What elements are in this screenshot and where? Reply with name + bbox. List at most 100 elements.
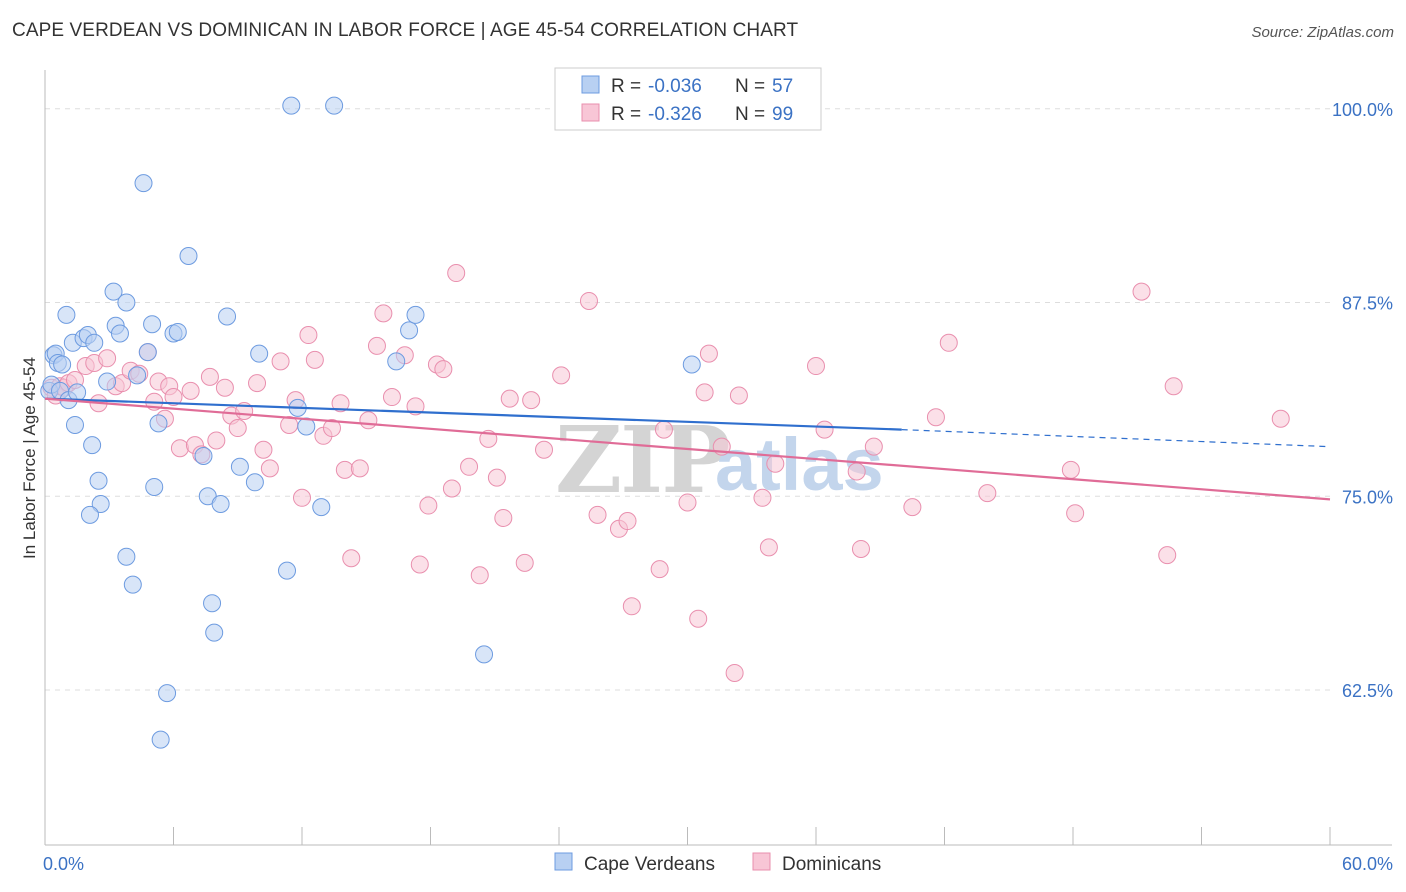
cape-verdean-point <box>98 372 117 391</box>
cape-verdean-point <box>149 414 168 433</box>
cape-verdean-point <box>83 436 102 455</box>
dominican-point <box>410 555 429 574</box>
dominican-point <box>460 457 479 476</box>
cape-verdean-point <box>218 307 237 326</box>
stats-legend-r-label: R = <box>611 104 641 125</box>
cape-verdean-point <box>65 415 84 434</box>
dominican-point <box>228 419 247 438</box>
dominican-point <box>654 420 673 439</box>
dominicans-trend-line <box>44 397 1331 501</box>
cape-verdean-point <box>91 495 110 513</box>
dominican-point <box>335 460 354 479</box>
cape-verdean-point <box>682 355 701 374</box>
cape-verdean-point <box>387 352 406 371</box>
cape-verdean-point <box>312 498 331 517</box>
dominican-point <box>847 462 866 481</box>
dominican-point <box>588 505 607 524</box>
dominican-point <box>305 350 324 369</box>
cape-verdean-point <box>138 343 157 362</box>
dominican-point <box>815 420 834 439</box>
dominican-point <box>1271 409 1290 428</box>
dominican-point <box>374 304 393 323</box>
cape-verdean-point <box>89 471 108 490</box>
dominican-point <box>1132 282 1151 301</box>
cape-verdean-point <box>134 174 153 193</box>
dominican-point <box>293 488 311 507</box>
dominican-point <box>248 374 267 393</box>
trend-lines <box>44 397 1331 501</box>
cape-verdean-point <box>85 333 104 352</box>
dominican-point <box>494 508 513 527</box>
cape-verdeans-trend-extension <box>901 429 1331 448</box>
dominican-point <box>181 381 200 400</box>
cape-verdean-point <box>57 305 76 324</box>
dominican-point <box>442 479 461 498</box>
dominican-point <box>207 431 226 450</box>
cape-verdean-point <box>205 623 224 642</box>
dominican-point <box>164 388 183 407</box>
dominican-point <box>434 360 453 379</box>
legend-label-dominicans: Dominicans <box>782 854 881 875</box>
cape-verdean-point <box>117 547 136 566</box>
source-credit: Source: ZipAtlas.com <box>1251 24 1394 41</box>
dominican-point <box>215 378 234 397</box>
stats-legend-n-label: N = <box>735 76 765 97</box>
dominican-point <box>766 454 785 473</box>
y-tick-label: 62.5% <box>1342 681 1393 701</box>
dominican-point <box>350 459 369 478</box>
cape-verdean-point <box>117 293 136 312</box>
axes <box>44 70 1392 846</box>
dominican-point <box>650 560 669 579</box>
dominican-point <box>331 394 350 413</box>
cape-verdean-point <box>278 561 297 580</box>
chart-title: CAPE VERDEAN VS DOMINICAN IN LABOR FORCE… <box>12 20 799 41</box>
y-tick-label: 87.5% <box>1342 294 1393 314</box>
y-tick-label: 75.0% <box>1342 487 1393 507</box>
legend-swatch-cape-verdeans <box>554 852 573 871</box>
cape-verdean-point <box>230 457 249 476</box>
dominican-point <box>447 264 466 283</box>
dominican-point <box>359 411 378 430</box>
dominican-point <box>322 419 341 438</box>
y-tick-label: 100.0% <box>1332 100 1393 120</box>
dominican-point <box>926 408 945 427</box>
dominican-point <box>515 553 534 572</box>
cape-verdean-point <box>128 366 147 385</box>
cape-verdean-point <box>203 594 222 613</box>
cape-verdean-point <box>143 315 162 334</box>
dominican-point <box>851 539 870 558</box>
legend-label-cape-verdeans: Cape Verdeans <box>584 854 715 875</box>
dominican-point <box>419 496 438 515</box>
stats-legend: R = -0.036 N = 57 R = -0.326 N = 99 <box>554 67 822 131</box>
stats-legend-swatch-pink <box>581 103 600 122</box>
stats-legend-n-value: 57 <box>772 76 793 97</box>
cape-verdean-point <box>400 321 419 340</box>
grid-lines <box>45 108 1330 691</box>
dominican-point <box>864 437 883 456</box>
dominican-point <box>271 352 290 371</box>
dominican-point <box>978 484 997 503</box>
watermark-zip: ZIP <box>555 406 728 514</box>
cape-verdean-point <box>325 96 344 115</box>
cape-verdeans-points <box>40 96 701 749</box>
dominican-point <box>170 439 189 458</box>
x-axis-max-label: 60.0% <box>1342 854 1393 874</box>
stats-legend-swatch-blue <box>581 75 600 94</box>
cape-verdean-point <box>475 645 494 664</box>
cape-verdean-point <box>104 282 123 301</box>
dominican-point <box>342 549 361 568</box>
cape-verdean-point <box>145 477 164 496</box>
dominican-point <box>200 367 219 386</box>
dominican-point <box>939 333 958 352</box>
y-axis-title: In Labor Force | Age 45-54 <box>20 357 39 559</box>
series-legend: Cape Verdeans Dominicans <box>554 852 881 875</box>
cape-verdean-point <box>158 684 177 703</box>
dominican-point <box>1061 460 1080 479</box>
stats-legend-r-label: R = <box>611 76 641 97</box>
cape-verdean-point <box>406 305 425 324</box>
dominican-point <box>759 538 778 557</box>
dominican-point <box>725 663 744 682</box>
cape-verdean-point <box>168 322 187 341</box>
cape-verdean-point <box>194 446 213 465</box>
